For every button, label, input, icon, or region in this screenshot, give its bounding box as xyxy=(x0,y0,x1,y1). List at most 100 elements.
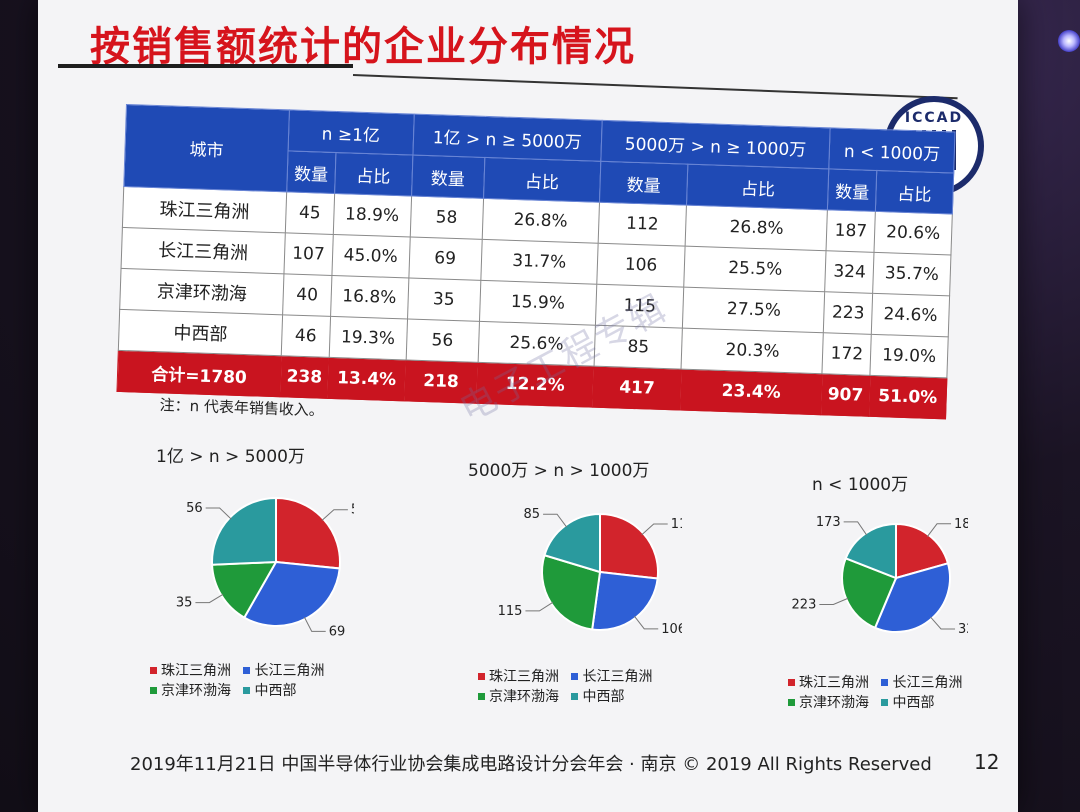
pie-slice xyxy=(211,496,277,566)
table-cell: 24.6% xyxy=(871,293,950,337)
pie-title: 1亿 > n > 5000万 xyxy=(156,447,305,467)
pie-data-label: 58 xyxy=(351,503,354,518)
row-city: 京津环渤海 xyxy=(119,268,284,315)
pie-chart-3: 187 324 223 173 xyxy=(792,515,968,637)
total-cell: 238 xyxy=(279,355,329,399)
legend-swatch xyxy=(150,666,157,674)
table-cell: 40 xyxy=(282,273,332,317)
city-header: 城市 xyxy=(123,104,290,192)
table-note: 注：n 代表年销售收入。 xyxy=(159,395,325,420)
pie-legend-3: 珠江三角洲 长江三角洲 京津环渤海 中西部 xyxy=(788,672,970,712)
table-cell: 25.5% xyxy=(684,246,827,292)
pie-data-label: 56 xyxy=(186,501,203,516)
pie-data-label: 324 xyxy=(958,622,968,637)
legend-swatch xyxy=(478,672,485,680)
page-number: 12 xyxy=(974,750,1000,774)
table-cell: 19.3% xyxy=(328,316,408,360)
table-cell: 58 xyxy=(409,196,484,240)
pie-legend-2: 珠江三角洲 长江三角洲 京津环渤海 中西部 xyxy=(478,666,660,706)
table-cell: 56 xyxy=(405,318,480,363)
total-cell: 907 xyxy=(820,373,871,417)
pie-title: n < 1000万 xyxy=(812,475,909,495)
legend-swatch xyxy=(788,678,795,686)
sub-header-count: 数量 xyxy=(827,168,877,212)
pie-data-label: 69 xyxy=(329,624,346,639)
table-cell: 19.0% xyxy=(870,334,949,378)
legend-label: 京津环渤海 xyxy=(799,695,869,711)
row-city: 中西部 xyxy=(118,309,283,356)
table-cell: 20.6% xyxy=(874,211,953,255)
row-city: 长江三角洲 xyxy=(121,227,286,274)
pie-data-label: 112 xyxy=(671,517,682,532)
pie-leader-line xyxy=(930,616,956,630)
pie-legend-1: 珠江三角洲 长江三角洲 京津环渤海 中西部 xyxy=(150,660,332,700)
pie-leader-line xyxy=(843,521,868,536)
table-cell: 27.5% xyxy=(682,287,826,333)
table-cell: 107 xyxy=(283,232,333,276)
pie-leader-line xyxy=(819,597,849,605)
legend-swatch xyxy=(881,698,889,706)
table-cell: 31.7% xyxy=(480,239,599,285)
total-cell: 51.0% xyxy=(868,375,947,419)
table-cell: 35 xyxy=(407,277,481,322)
pie-chart-2: 112 106 115 85 xyxy=(498,507,682,637)
legend-label: 珠江三角洲 xyxy=(161,663,231,679)
group-header: n ≥1亿 xyxy=(288,109,414,156)
legend-swatch xyxy=(478,692,485,700)
table-cell: 16.8% xyxy=(330,275,409,319)
group-header: 1亿 > n ≥ 5000万 xyxy=(412,114,603,162)
pie-data-label: 115 xyxy=(498,604,523,619)
total-label: 合计=1780 xyxy=(116,350,282,397)
sub-header-count: 数量 xyxy=(286,150,336,194)
table-cell: 45.0% xyxy=(331,234,410,278)
title-rule xyxy=(352,74,958,100)
legend-label: 中西部 xyxy=(892,695,935,711)
sub-header-count: 数量 xyxy=(599,161,689,206)
sub-header-share: 占比 xyxy=(875,170,954,214)
legend-swatch xyxy=(150,686,157,694)
legend-label: 京津环渤海 xyxy=(489,689,559,705)
table-cell: 26.8% xyxy=(481,198,600,244)
pie-leader-line xyxy=(321,509,348,521)
sub-header-count: 数量 xyxy=(411,155,485,199)
total-cell: 417 xyxy=(592,366,682,411)
table-cell: 46 xyxy=(281,314,331,358)
total-cell: 23.4% xyxy=(680,369,823,415)
pie-slice xyxy=(275,496,341,570)
total-cell: 13.4% xyxy=(327,357,406,401)
table-cell: 172 xyxy=(822,332,872,376)
legend-label: 中西部 xyxy=(254,683,297,699)
legend-swatch xyxy=(243,686,251,694)
pie-data-label: 173 xyxy=(816,515,841,530)
table-cell: 69 xyxy=(408,236,482,281)
sub-header-share: 占比 xyxy=(483,157,601,203)
pie-leader-line xyxy=(195,593,224,604)
pie-chart-1: 58 69 35 56 xyxy=(176,496,354,639)
legend-swatch xyxy=(243,666,251,674)
pie-slice xyxy=(591,570,659,631)
table-cell: 18.9% xyxy=(332,193,412,237)
table-cell: 324 xyxy=(825,250,875,294)
slide-title: 按销售额统计的企业分布情况 xyxy=(90,24,636,70)
pie-leader-line xyxy=(205,507,232,520)
group-header: n < 1000万 xyxy=(829,127,956,173)
pie-data-label: 106 xyxy=(661,622,682,637)
pie-data-label: 35 xyxy=(176,596,193,611)
pie-data-label: 85 xyxy=(524,507,541,522)
pie-leader-line xyxy=(543,513,568,528)
legend-swatch xyxy=(571,672,579,680)
pie-data-label: 187 xyxy=(954,517,968,532)
slide-footer: 2019年11月21日 中国半导体行业协会集成电路设计分会年会 · 南京 © 2… xyxy=(130,754,932,775)
sub-header-share: 占比 xyxy=(334,152,413,197)
table-cell: 112 xyxy=(598,202,687,247)
table-cell: 223 xyxy=(823,291,873,335)
sub-header-share: 占比 xyxy=(686,164,830,210)
table-cell: 35.7% xyxy=(872,252,951,296)
legend-swatch xyxy=(571,692,579,700)
stage-light xyxy=(1058,30,1080,52)
pie-leader-line xyxy=(525,601,554,612)
title-underline-bar xyxy=(58,64,353,68)
table-cell: 187 xyxy=(826,209,876,253)
legend-label: 京津环渤海 xyxy=(161,683,231,699)
pie-leader-line xyxy=(641,523,668,536)
